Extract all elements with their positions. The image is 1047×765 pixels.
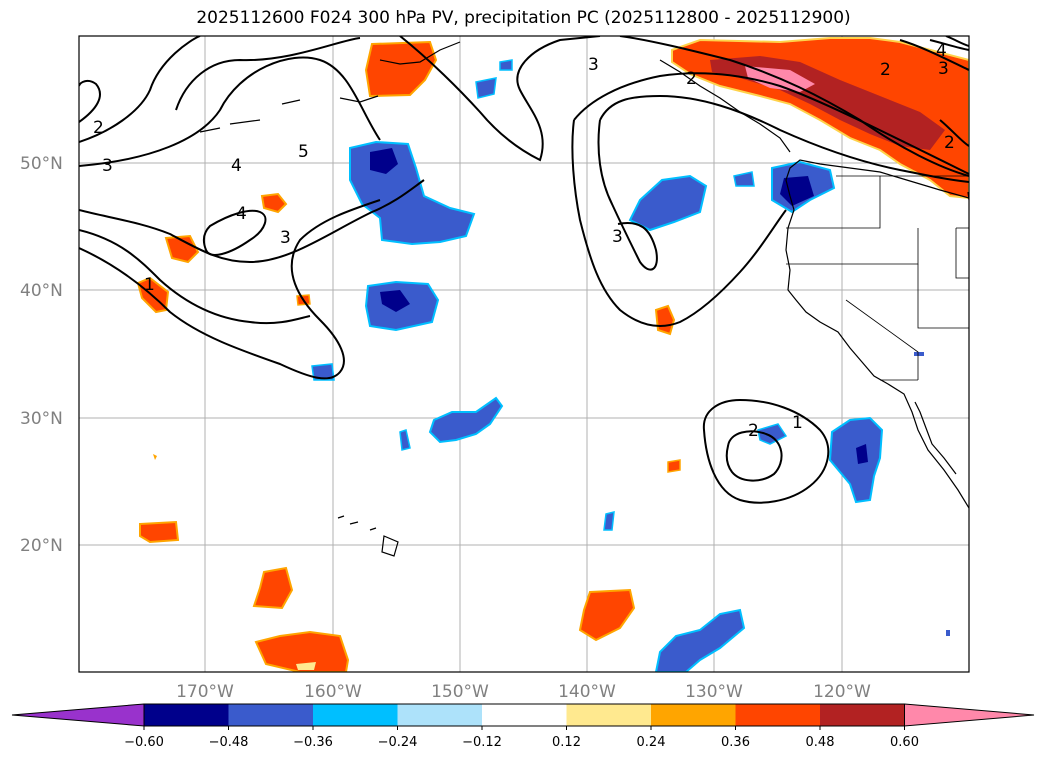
colorbar-tick-label: −0.12 (462, 735, 502, 750)
colorbar-swatch (566, 704, 652, 726)
contour-label: 2 (880, 60, 891, 80)
colorbar-tick-label: 0.24 (637, 735, 666, 750)
colorbar-extend-high (904, 703, 1035, 727)
colorbar-tick-label: −0.60 (124, 735, 164, 750)
colorbar-swatch (144, 704, 229, 726)
colorbar-tick-label: 0.12 (552, 735, 581, 750)
contour-label: 3 (102, 156, 113, 176)
contour-label: 2 (686, 69, 697, 89)
state-borders (786, 175, 969, 381)
lon-label: 120°W (813, 682, 871, 702)
contour-label: 1 (792, 413, 803, 433)
lat-label: 40°N (20, 281, 63, 301)
longitude-labels: 170°W 160°W 150°W 140°W 130°W 120°W (176, 682, 871, 702)
lon-label: 140°W (558, 682, 616, 702)
lat-label: 20°N (20, 536, 63, 556)
colorbar-swatch (397, 704, 483, 726)
colorbar-tick-label: 0.36 (721, 735, 750, 750)
colorbar-swatch (651, 704, 736, 726)
lon-label: 170°W (176, 682, 234, 702)
map-title: 2025112600 F024 300 hPa PV, precipitatio… (196, 8, 851, 28)
colorbar-swatch (735, 704, 821, 726)
colorbar-swatch (228, 704, 314, 726)
colorbar-tick-label: −0.36 (293, 735, 333, 750)
contour-label: 3 (280, 228, 291, 248)
gridlines (79, 36, 969, 672)
contour-label: 4 (231, 156, 242, 176)
pv-contours (79, 36, 969, 504)
colorbar-tick-label: −0.48 (209, 735, 249, 750)
colorbar-swatch (313, 704, 398, 726)
colorbar-swatch (482, 704, 567, 726)
lat-label: 30°N (20, 409, 63, 429)
contour-label: 2 (944, 133, 955, 153)
contour-label: 1 (144, 275, 155, 295)
colorbar-extend-low (11, 703, 145, 727)
colorbar-outline (143, 703, 905, 727)
contour-label: 3 (612, 227, 623, 247)
lat-label: 50°N (20, 154, 63, 174)
contour-label: 2 (748, 421, 759, 441)
contour-label: 2 (93, 118, 104, 138)
map-frame (78, 35, 970, 673)
lon-label: 160°W (304, 682, 362, 702)
colorbar: −0.60 −0.48 −0.36 −0.24 −0.12 0.12 0.24 0.36 0.4… (11, 703, 1035, 750)
latitude-labels: 50°N 40°N 30°N 20°N (20, 154, 63, 556)
lon-label: 130°W (685, 682, 743, 702)
map-background (79, 36, 969, 672)
contour-label: 3 (588, 55, 599, 75)
colorbar-tick-label: 0.48 (806, 735, 835, 750)
contour-labels: 2 3 4 5 4 3 1 3 3 2 2 3 4 2 2 1 (93, 41, 955, 441)
contour-label: 4 (236, 204, 247, 224)
colorbar-tick-label: −0.24 (378, 735, 418, 750)
precip-negative-areas (311, 59, 950, 672)
lon-label: 150°W (431, 682, 489, 702)
colorbar-swatch (820, 704, 905, 726)
contour-label: 3 (938, 59, 949, 79)
contour-label: 4 (936, 41, 947, 61)
contour-label: 5 (298, 142, 309, 162)
colorbar-tick-label: 0.60 (890, 735, 919, 750)
